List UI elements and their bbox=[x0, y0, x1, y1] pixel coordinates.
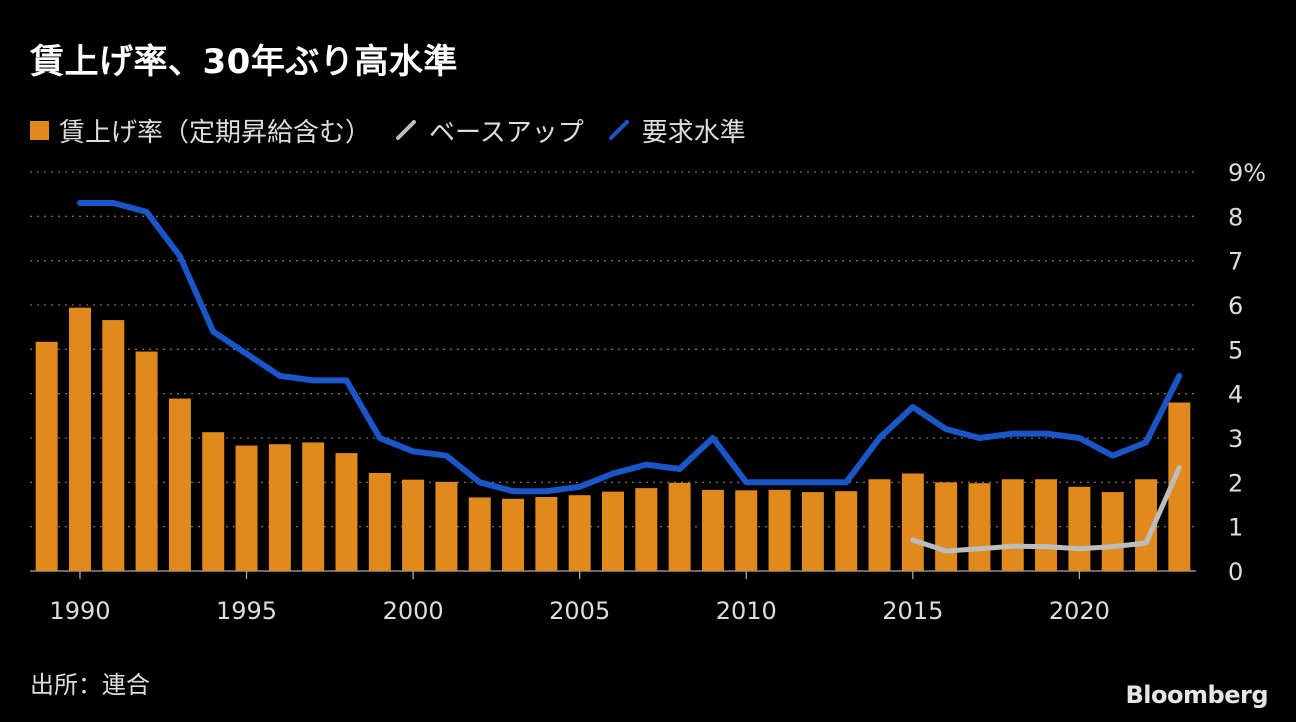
bar-2014 bbox=[868, 479, 891, 571]
legend-item-wage-increase: 賃上げ率（定期昇給含む） bbox=[30, 112, 371, 149]
bar-2018 bbox=[1001, 479, 1024, 571]
bar-2022 bbox=[1135, 479, 1158, 571]
legend-item-base-up: ベースアップ bbox=[395, 112, 584, 149]
bar-1998 bbox=[335, 453, 358, 571]
x-tick-label: 2020 bbox=[1049, 597, 1110, 625]
x-tick-label: 2015 bbox=[882, 597, 943, 625]
bar-2010 bbox=[735, 490, 758, 571]
legend-label-base-up: ベースアップ bbox=[429, 117, 584, 148]
bar-2016 bbox=[935, 482, 958, 571]
y-tick-label: 0 bbox=[1228, 558, 1243, 586]
bar-1993 bbox=[168, 398, 191, 571]
x-tick-label: 2005 bbox=[549, 597, 610, 625]
y-tick-label: 8 bbox=[1228, 203, 1243, 231]
bar-2020 bbox=[1068, 486, 1091, 571]
bar-2007 bbox=[635, 488, 658, 571]
legend-label-wage-increase: 賃上げ率（定期昇給含む） bbox=[59, 117, 372, 148]
legend: 賃上げ率（定期昇給含む） ベースアップ 要求水準 bbox=[30, 112, 770, 148]
x-tick-label: 2000 bbox=[383, 597, 444, 625]
bar-1996 bbox=[268, 444, 291, 571]
bar-1990 bbox=[68, 307, 91, 571]
bar-2013 bbox=[835, 491, 858, 571]
bar-2012 bbox=[801, 492, 824, 571]
y-tick-label: 4 bbox=[1228, 381, 1243, 409]
bloomberg-logo: Bloomberg bbox=[1125, 681, 1269, 709]
y-tick-label: 2 bbox=[1228, 469, 1243, 497]
bar-2023 bbox=[1168, 402, 1191, 571]
bar-1992 bbox=[135, 351, 158, 571]
bar-2009 bbox=[701, 489, 724, 571]
bar-2004 bbox=[535, 496, 558, 571]
bar-1995 bbox=[235, 445, 258, 571]
y-tick-label: 3 bbox=[1228, 425, 1243, 453]
bar-2000 bbox=[402, 479, 425, 571]
line-demand-level bbox=[77, 200, 1183, 495]
bar-1994 bbox=[202, 432, 225, 571]
bar-2006 bbox=[602, 491, 624, 571]
chart-title: 賃上げ率、30年ぶり高水準 bbox=[30, 42, 458, 82]
legend-label-demand-level: 要求水準 bbox=[641, 117, 746, 148]
x-tick-label: 1990 bbox=[49, 597, 110, 625]
source-note: 出所：連合 bbox=[30, 671, 150, 699]
bar-2019 bbox=[1035, 479, 1058, 571]
legend-swatch-demand-level bbox=[608, 120, 629, 140]
bar-2001 bbox=[435, 481, 458, 571]
y-tick-label: 7 bbox=[1228, 248, 1243, 276]
line-base-up bbox=[910, 465, 1182, 554]
legend-swatch-base-up bbox=[396, 120, 417, 140]
legend-swatch-wage-increase bbox=[30, 120, 49, 140]
bar-2017 bbox=[968, 483, 991, 571]
bar-1999 bbox=[368, 473, 391, 571]
bar-2008 bbox=[668, 482, 691, 571]
bar-2021 bbox=[1101, 492, 1124, 571]
bar-2003 bbox=[502, 498, 525, 571]
y-tick-label: 5 bbox=[1228, 336, 1243, 364]
bar-1989 bbox=[35, 341, 58, 571]
bar-2011 bbox=[768, 489, 791, 571]
y-tick-label: 1 bbox=[1228, 514, 1243, 542]
legend-item-demand-level: 要求水準 bbox=[608, 112, 746, 149]
bar-1997 bbox=[302, 442, 325, 571]
bar-2002 bbox=[468, 497, 491, 571]
bar-2015 bbox=[901, 473, 924, 571]
bar-1991 bbox=[102, 320, 125, 571]
x-tick-label: 2010 bbox=[716, 597, 777, 625]
y-tick-label: 6 bbox=[1228, 292, 1243, 320]
y-tick-label: 9% bbox=[1228, 159, 1266, 187]
x-tick-label: 1995 bbox=[216, 597, 277, 625]
bar-2005 bbox=[568, 495, 591, 571]
